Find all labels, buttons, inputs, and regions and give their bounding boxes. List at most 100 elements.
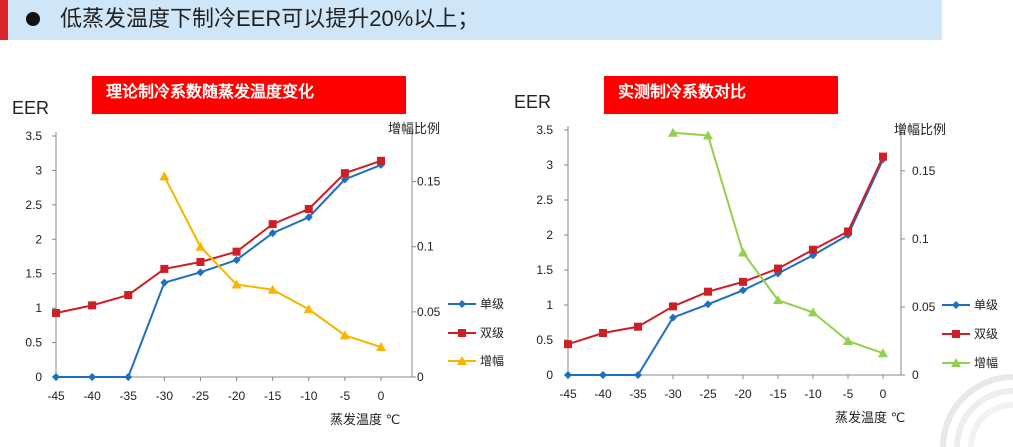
chart-1-y-tick-label: 2.5 (25, 198, 42, 212)
chart-1-y-tick-label: 3.5 (25, 129, 42, 143)
chart-1-x-tick-label: -40 (83, 389, 101, 403)
chart-1-series-1-point (196, 268, 205, 277)
chart-2-legend-marker-3 (951, 358, 961, 367)
chart-1-x-tick-label: -5 (340, 389, 351, 403)
chart-2-series-3-point (773, 295, 783, 305)
chart-2-series-3-point (878, 348, 888, 358)
chart-2-series-2-point (599, 329, 607, 337)
chart-1-series-2-point (196, 258, 205, 267)
chart-1-y2-axis-title: 增幅比例 (388, 121, 440, 136)
chart-2-series-2-point (774, 264, 782, 273)
chart-1-y-tick-label: 3 (35, 163, 42, 177)
chart-2-series-1-point (704, 300, 712, 309)
chart-1-series-2-point (304, 204, 313, 213)
chart-1-legend-label-1: 单级 (480, 297, 504, 311)
chart-1-series-1-line (56, 163, 382, 378)
chart-1-series-2-point (340, 169, 349, 178)
chart-2-title: 实测制冷系数对比 (604, 76, 838, 114)
chart-1-series-2-point (268, 220, 277, 229)
chart-1-series-2-point (232, 247, 241, 256)
chart-2-y2-axis-title: 增幅比例 (894, 122, 946, 137)
chart-1-series-2-line (55, 159, 382, 314)
chart-1-x-tick-label: -15 (264, 389, 282, 403)
chart-2-x-tick-label: -25 (699, 387, 717, 401)
chart-1-x-tick-label: -25 (192, 389, 210, 403)
chart-1-series-1-point (232, 255, 241, 264)
chart-1-series-3-point (231, 279, 242, 289)
chart-2-y-tick-label: 2.5 (536, 193, 553, 207)
chart-2-x-tick-label: -30 (664, 387, 682, 401)
chart-1-y-tick-label: 0.5 (25, 336, 42, 350)
chart-2-series-2-point (564, 340, 572, 349)
chart-1-y-tick-label: 1 (35, 301, 42, 315)
chart-1-y-tick-label: 0 (35, 370, 42, 384)
chart-1-series-1-point (88, 373, 97, 381)
chart-2-series-2-point (704, 287, 712, 296)
chart-2-series-3-point (808, 307, 818, 317)
chart-2-series-2-point (634, 322, 642, 331)
chart-1-series-1-point (304, 213, 313, 222)
chart-1-legend-label-3: 增幅 (480, 353, 504, 368)
chart-2-series-3-point (668, 127, 678, 137)
chart-2-x-axis-title: 蒸发温度 ℃ (835, 410, 905, 425)
chart-2-x-tick-label: -15 (769, 387, 787, 401)
chart-1-series-2-point (52, 308, 60, 317)
chart-2-series-3-line (672, 131, 884, 355)
chart-2-x-tick-label: -20 (734, 387, 752, 401)
chart-2-x-tick-label: -35 (629, 387, 647, 401)
header-text: 低蒸发温度下制冷EER可以提升20%以上； (60, 6, 480, 31)
chart-2-x-tick-label: -5 (843, 387, 854, 401)
chart-1-series-3-point (267, 284, 278, 294)
chart-2-y-tick-label: 3 (546, 158, 553, 172)
chart-1-series-1-point (268, 229, 277, 238)
chart-2-series-2-point (879, 152, 887, 161)
chart-1-series-2-point (377, 156, 385, 165)
chart-2-series-2-line (567, 156, 884, 346)
chart-2-y-tick-label: 1.5 (536, 263, 553, 277)
chart-2-legend-label-3: 增幅 (974, 355, 998, 370)
chart-1-legend-marker-3 (457, 356, 467, 365)
chart-2-y2-tick-label: 0 (912, 368, 919, 382)
chart-2-series-2-point (809, 245, 817, 254)
chart-1-y2-tick-label: 0.1 (417, 240, 434, 254)
chart-2-series-3-point (703, 130, 713, 140)
chart-1-legend-marker-2 (458, 329, 466, 337)
chart-2-y-tick-label: 0 (546, 368, 553, 382)
chart-1-series-3-point (303, 304, 314, 314)
chart-1-series-2-point (88, 301, 97, 310)
chart-1-series-3-point (159, 171, 170, 181)
corner-decoration (940, 374, 1013, 447)
chart-2-x-tick-label: 0 (880, 387, 887, 401)
chart-1-title: 理论制冷系数随蒸发温度变化 (92, 76, 406, 114)
chart-2-y-tick-label: 2 (546, 228, 553, 242)
chart-1-x-axis-title: 蒸发温度 ℃ (330, 412, 400, 427)
chart-1-series-3-point (339, 330, 350, 340)
chart-1-y2-tick-label: 0.05 (417, 305, 441, 319)
chart-2-y-axis-title: EER (514, 92, 551, 112)
chart-1-y-tick-label: 2 (35, 232, 42, 246)
chart-2-legend-label-2: 双级 (974, 327, 998, 341)
chart-2-y-tick-label: 3.5 (536, 123, 553, 137)
chart-1-x-tick-label: -45 (47, 389, 65, 403)
chart-1-legend-marker-1 (458, 300, 466, 308)
chart-2-series-2-point (669, 302, 677, 311)
chart-2-series-2-point (739, 277, 747, 286)
bullet-icon (26, 12, 40, 26)
chart-1-x-tick-label: -30 (156, 389, 174, 403)
chart-1-series-1-point (124, 373, 133, 381)
chart-2-y2-tick-label: 0.05 (912, 300, 936, 314)
chart-2-series-1-point (739, 286, 747, 295)
chart-2-legend-label-1: 单级 (974, 298, 998, 312)
chart-2-series-1-line (568, 158, 884, 376)
chart-2-x-tick-label: -10 (804, 387, 822, 401)
chart-1-x-tick-label: -20 (228, 389, 246, 403)
chart-1-series-3-point (376, 342, 386, 352)
chart-1-x-tick-label: 0 (378, 389, 385, 403)
chart-2-y-tick-label: 0.5 (536, 333, 553, 347)
chart-1-y-tick-label: 1.5 (25, 267, 42, 281)
chart-2-legend-marker-2 (952, 330, 960, 338)
chart-1-series-1-point (340, 175, 349, 184)
chart-2-series-3-point (738, 247, 748, 257)
chart-1-series-2-point (160, 264, 169, 273)
